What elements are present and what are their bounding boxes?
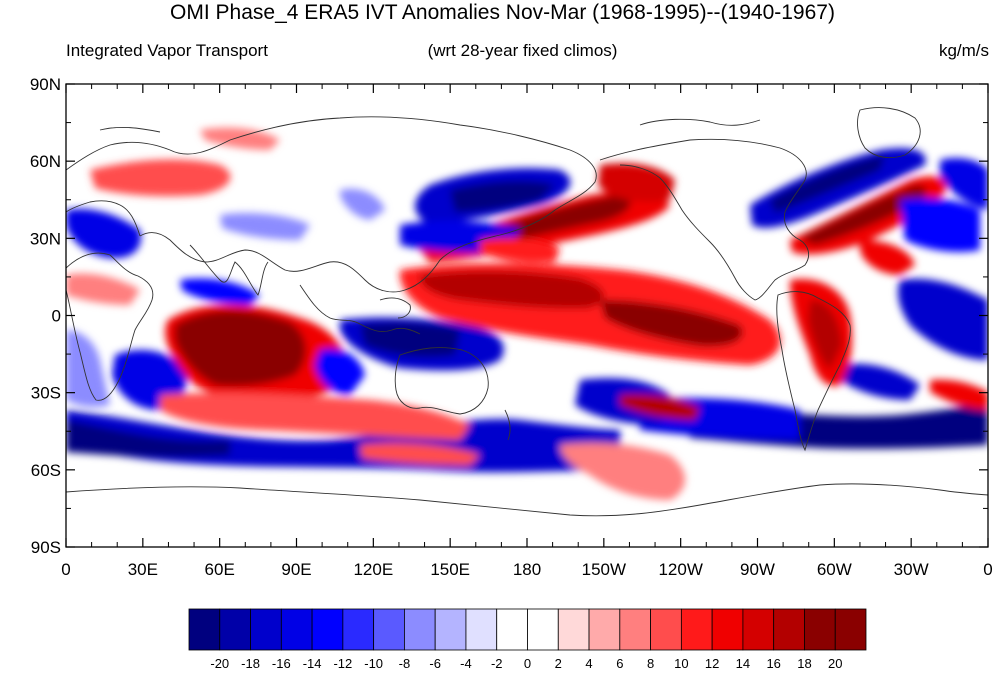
lon-label: 0 xyxy=(61,560,70,579)
colorbar-label: -14 xyxy=(303,656,322,671)
colorbar-swatch xyxy=(711,608,744,651)
colorbar-label: 14 xyxy=(736,656,750,671)
colorbar-swatch xyxy=(619,608,651,651)
colorbar-swatch xyxy=(219,608,251,651)
colorbar-swatch xyxy=(373,608,405,651)
units-label: kg/m/s xyxy=(938,41,989,60)
colorbar-swatch xyxy=(280,608,313,651)
coastlines xyxy=(66,107,988,517)
lat-label: 60N xyxy=(30,152,61,171)
colorbar-swatch xyxy=(250,608,282,651)
variable-label: Integrated Vapor Transport xyxy=(66,41,268,60)
colorbar-label: -10 xyxy=(364,656,383,671)
anomaly-field xyxy=(66,84,988,547)
lon-label: 120E xyxy=(353,560,393,579)
colorbar: -20 -18 -16 -14 -12 -10 -8 -6 -4 -2 0 2 4 6 8 10 12 14 16 1… xyxy=(188,608,867,671)
colorbar-label: 20 xyxy=(828,656,842,671)
colorbar-swatch xyxy=(404,608,436,651)
lon-label: 150W xyxy=(582,560,626,579)
colorbar-swatch xyxy=(188,608,221,651)
colorbar-label: -2 xyxy=(491,656,503,671)
lat-label: 30N xyxy=(30,229,61,248)
lon-label: 0 xyxy=(983,560,992,579)
colorbar-swatch xyxy=(773,608,805,651)
lon-label: 30W xyxy=(894,560,929,579)
colorbar-label: 12 xyxy=(705,656,719,671)
colorbar-swatch xyxy=(742,608,775,651)
colorbar-swatch xyxy=(496,608,528,651)
colorbar-label: -18 xyxy=(241,656,260,671)
colorbar-swatch xyxy=(557,608,590,651)
colorbar-swatch xyxy=(834,608,867,651)
lat-label: 90S xyxy=(31,538,61,557)
colorbar-label: 8 xyxy=(647,656,654,671)
colorbar-label: 4 xyxy=(585,656,592,671)
colorbar-label: 2 xyxy=(555,656,562,671)
colorbar-label: 10 xyxy=(674,656,688,671)
colorbar-swatch xyxy=(465,608,498,651)
colorbar-swatch xyxy=(311,608,344,651)
colorbar-label: 0 xyxy=(524,656,531,671)
colorbar-swatch xyxy=(434,608,467,651)
colorbar-label: 16 xyxy=(766,656,780,671)
lat-label: 30S xyxy=(31,384,61,403)
colorbar-swatch xyxy=(342,608,375,651)
colorbar-label: 18 xyxy=(797,656,811,671)
axis-ticks xyxy=(65,83,989,548)
colorbar-swatch xyxy=(804,608,836,651)
lat-label: 60S xyxy=(31,461,61,480)
lon-label: 90E xyxy=(281,560,311,579)
colorbar-label: -16 xyxy=(272,656,291,671)
lon-label: 150E xyxy=(430,560,470,579)
colorbar-label: -4 xyxy=(460,656,472,671)
colorbar-swatch xyxy=(527,608,559,651)
climatology-note: (wrt 28-year fixed climos) xyxy=(427,41,618,60)
map-title: OMI Phase_4 ERA5 IVT Anomalies Nov-Mar (… xyxy=(170,1,835,24)
colorbar-label: -8 xyxy=(399,656,411,671)
colorbar-label: -12 xyxy=(333,656,352,671)
colorbar-label: -6 xyxy=(429,656,441,671)
lon-label: 60W xyxy=(817,560,852,579)
colorbar-label: 6 xyxy=(616,656,623,671)
lon-label: 90W xyxy=(740,560,775,579)
colorbar-label: -20 xyxy=(210,656,229,671)
lon-label: 180 xyxy=(513,560,541,579)
colorbar-swatch xyxy=(650,608,682,651)
lon-label: 60E xyxy=(205,560,235,579)
colorbar-swatch xyxy=(680,608,713,651)
lon-label: 120W xyxy=(658,560,702,579)
lat-label: 90N xyxy=(30,75,61,94)
lat-label: 0 xyxy=(52,307,61,326)
lon-label: 30E xyxy=(128,560,158,579)
colorbar-swatch xyxy=(588,608,621,651)
